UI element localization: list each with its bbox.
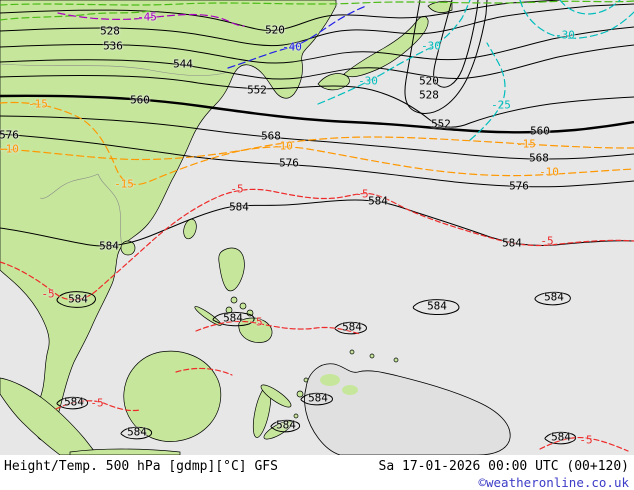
coastline-palawan <box>194 306 222 326</box>
contour-temp-30 <box>317 0 471 105</box>
contour-536 <box>0 26 634 64</box>
copyright-link[interactable]: ©weatheronline.co.uk <box>478 475 629 490</box>
status-bar: Height/Temp. 500 hPa [gdmp][°C] GFS Sa 1… <box>0 455 634 490</box>
contour-552 <box>0 74 634 128</box>
contour-temp-15 <box>0 101 634 186</box>
height-contours <box>0 0 634 445</box>
contour-528-trough <box>404 0 488 114</box>
contour-520-trough <box>433 0 479 88</box>
map-area: -45 520 528 536 -40 -30 -30 544 552 -30 520 528 560-… <box>0 0 634 455</box>
coastline-borneo <box>123 350 222 442</box>
contour-528 <box>0 3 634 47</box>
temperature-contours <box>0 0 634 452</box>
contour-temp-25 <box>469 42 506 141</box>
coastline-new-guinea <box>304 363 511 455</box>
coastline-japan-west <box>317 73 350 91</box>
coastline-java <box>69 448 181 455</box>
coastline-hokkaido <box>427 0 453 13</box>
contour-temp-45 <box>57 12 245 27</box>
contour-temp-40 <box>227 5 367 69</box>
landmasses <box>0 0 511 455</box>
product-title: Height/Temp. 500 hPa [gdmp][°C] GFS <box>4 459 278 474</box>
coastline-luzon <box>218 247 245 292</box>
contour-temp-10 <box>0 146 634 177</box>
map-graphics <box>0 0 634 455</box>
contour-560-thick <box>0 94 634 134</box>
contour-576 <box>0 133 634 188</box>
contour-568 <box>0 115 634 160</box>
contour-temp-5 <box>0 188 634 301</box>
coastline-taiwan <box>183 218 197 240</box>
valid-datetime: Sa 17-01-2026 00:00 UTC (00+120) <box>378 459 629 474</box>
coastline-hainan <box>120 240 136 256</box>
country-borders <box>0 63 229 247</box>
contour-544 <box>0 44 634 80</box>
contour-520 <box>0 0 561 32</box>
coastline-japan-honshu <box>343 16 429 78</box>
contour-temp-green-top <box>0 0 634 6</box>
